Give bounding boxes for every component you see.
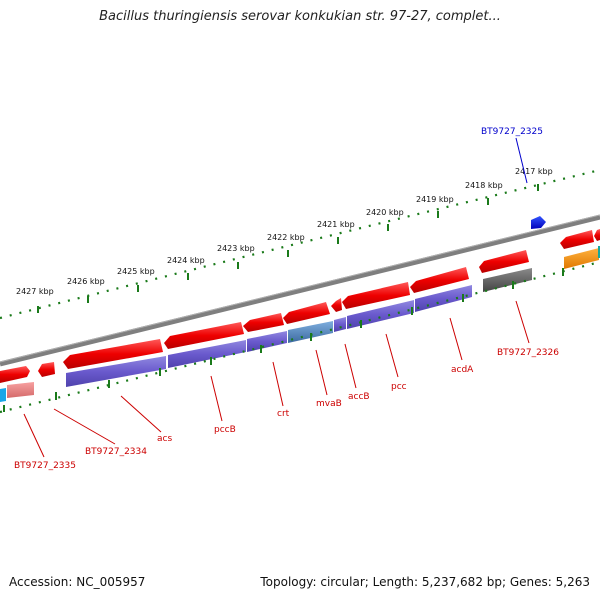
scale-label: 2420 kbp	[366, 208, 404, 217]
gene-label[interactable]: BT9727_2334	[85, 447, 147, 457]
forward-gene[interactable]	[560, 230, 594, 249]
accession-text: Accession: NC_005957	[9, 575, 146, 589]
gene-labels: BT9727_2325 BT9727_2326 acdA pcc accB mv…	[14, 127, 559, 471]
forward-gene[interactable]	[410, 267, 469, 293]
scale-track-upper	[0, 168, 600, 320]
forward-gene[interactable]	[331, 298, 342, 312]
scale-label: 2426 kbp	[67, 277, 105, 286]
scale-label: 2423 kbp	[217, 244, 255, 253]
scale-label: 2418 kbp	[465, 181, 503, 190]
forward-gene[interactable]	[164, 322, 244, 349]
forward-strand	[0, 216, 600, 383]
reverse-cds[interactable]	[7, 382, 34, 398]
scale-major-ticks-lower	[3, 268, 564, 412]
gene-label[interactable]: BT9727_2325	[481, 127, 543, 137]
reverse-cds[interactable]	[483, 268, 532, 292]
forward-gene[interactable]	[479, 250, 529, 273]
reverse-cds[interactable]	[66, 356, 166, 387]
reverse-cds[interactable]	[564, 248, 599, 269]
map-title: Bacillus thuringiensis serovar konkukian…	[99, 9, 501, 24]
gene-label[interactable]: accB	[348, 392, 370, 402]
forward-gene[interactable]	[243, 313, 284, 332]
scale-labels: 2427 kbp 2426 kbp 2425 kbp 2424 kbp 2423…	[16, 167, 553, 296]
scale-label: 2422 kbp	[267, 233, 305, 242]
gene-label[interactable]: acs	[157, 434, 172, 444]
gene-label[interactable]: pccB	[214, 425, 236, 435]
genome-backbone	[0, 214, 600, 367]
genome-backbone-highlight	[0, 214, 600, 363]
forward-gene[interactable]	[38, 362, 55, 377]
gene-label[interactable]: BT9727_2335	[14, 461, 76, 471]
scale-label: 2417 kbp	[515, 167, 553, 176]
reverse-cds[interactable]	[334, 317, 346, 332]
scale-label: 2427 kbp	[16, 287, 54, 296]
reverse-cds[interactable]	[168, 340, 246, 368]
forward-gene[interactable]	[283, 302, 330, 324]
reverse-strand	[0, 246, 600, 402]
forward-gene[interactable]	[0, 366, 30, 383]
scale-track-lower	[0, 260, 600, 414]
reverse-cds[interactable]	[415, 285, 472, 312]
reverse-cds[interactable]	[347, 300, 414, 329]
label-leaders	[23, 137, 530, 458]
gene-label[interactable]: BT9727_2326	[497, 348, 559, 358]
scale-label: 2419 kbp	[416, 195, 454, 204]
forward-gene-blue[interactable]	[531, 216, 546, 229]
gene-label[interactable]: crt	[277, 409, 290, 419]
gene-label[interactable]: mvaB	[316, 399, 342, 409]
reverse-cds[interactable]	[288, 321, 333, 343]
scale-label: 2425 kbp	[117, 267, 155, 276]
scale-major-ticks	[37, 184, 539, 313]
forward-gene[interactable]	[594, 229, 600, 241]
gene-label[interactable]: acdA	[451, 365, 474, 375]
reverse-cds[interactable]	[0, 388, 6, 402]
forward-gene[interactable]	[63, 339, 163, 369]
reverse-cds[interactable]	[247, 331, 287, 352]
scale-label: 2421 kbp	[317, 220, 355, 229]
forward-gene[interactable]	[342, 282, 410, 309]
scale-label: 2424 kbp	[167, 256, 205, 265]
summary-text: Topology: circular; Length: 5,237,682 bp…	[260, 575, 590, 589]
gene-label[interactable]: pcc	[391, 382, 407, 392]
